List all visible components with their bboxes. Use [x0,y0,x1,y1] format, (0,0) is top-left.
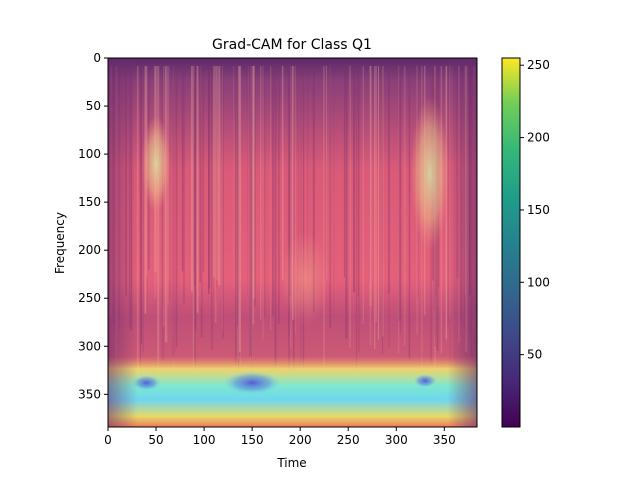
y-axis-ticks: 0 50 100 150 200 250 300 350 [78,51,108,401]
plot-frame [107,57,478,428]
x-tick-label: 300 [385,433,408,447]
x-tick-label: 350 [433,433,456,447]
heatmap-image [108,58,477,427]
y-tick-label: 0 [93,51,101,65]
x-tick-label: 50 [148,433,163,447]
y-tick-label: 300 [78,339,101,353]
edge-shade [108,58,477,427]
colorbar-tick-label: 50 [527,348,542,362]
x-tick-label: 250 [337,433,360,447]
y-axis-label: Frequency [53,212,67,274]
x-tick-label: 100 [193,433,216,447]
y-tick-label: 350 [78,387,101,401]
x-tick-label: 0 [104,433,112,447]
colorbar-tick-label: 250 [527,58,550,72]
colorbar-ticks: 50 100 150 200 250 [520,58,550,362]
y-tick-label: 50 [86,99,101,113]
colorbar-gradient [501,57,521,428]
x-tick-label: 150 [241,433,264,447]
colorbar: 50 100 150 200 250 [501,57,550,428]
y-tick-label: 200 [78,243,101,257]
y-tick-label: 100 [78,147,101,161]
colorbar-tick-label: 150 [527,203,550,217]
chart-title: Grad-CAM for Class Q1 [212,37,372,53]
y-tick-label: 150 [78,195,101,209]
x-axis-ticks: 0 50 100 150 200 250 300 350 [104,427,456,447]
y-tick-label: 250 [78,291,101,305]
x-tick-label: 200 [289,433,312,447]
colorbar-tick-label: 100 [527,275,550,289]
colorbar-tick-label: 200 [527,131,550,145]
x-axis-label: Time [276,456,306,470]
